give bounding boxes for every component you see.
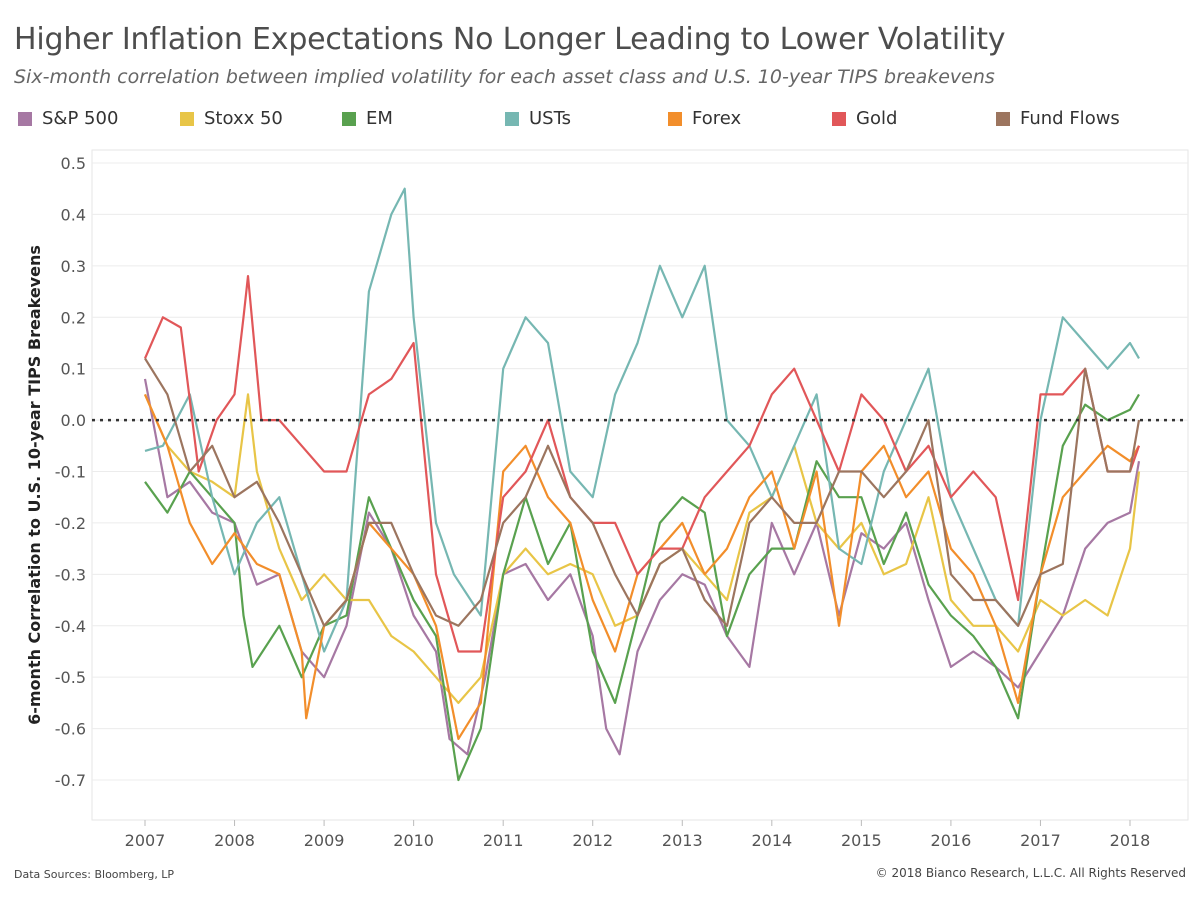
legend-swatch [342, 111, 356, 126]
y-tick-label: -0.6 [55, 720, 86, 739]
x-tick-label: 2017 [1020, 831, 1061, 850]
legend-label: Fund Flows [1020, 108, 1120, 129]
y-tick-label: 0.2 [61, 308, 86, 327]
y-axis-label: 6-month Correlation to U.S. 10-year TIPS… [25, 245, 44, 725]
plot-area [91, 149, 1189, 821]
legend-swatch [505, 111, 519, 126]
legend-swatch [668, 111, 682, 126]
legend-item: Gold [832, 108, 897, 129]
chart-subtitle: Six-month correlation between implied vo… [14, 66, 995, 88]
x-tick-label: 2014 [751, 831, 792, 850]
legend-swatch [996, 111, 1010, 126]
x-tick-label: 2012 [572, 831, 613, 850]
series-line [143, 378, 1141, 756]
x-tick-label: 2015 [841, 831, 882, 850]
chart-title: Higher Inflation Expectations No Longer … [14, 22, 1006, 57]
copyright: © 2018 Bianco Research, L.L.C. All Right… [875, 866, 1186, 880]
legend-item: Forex [668, 108, 741, 129]
y-tick-label: 0.3 [61, 257, 86, 276]
legend-label: Gold [856, 108, 898, 129]
series-line [144, 357, 1141, 627]
x-tick-label: 2007 [125, 831, 166, 850]
legend-label: S&P 500 [42, 108, 119, 129]
y-tick-label: 0.4 [61, 205, 86, 224]
legend-label: EM [366, 108, 393, 129]
legend-item: S&P 500 [18, 108, 118, 129]
x-tick-label: 2013 [662, 831, 703, 850]
legend-label: Forex [692, 108, 742, 129]
legend-item: USTs [505, 108, 571, 129]
x-tick-label: 2008 [214, 831, 255, 850]
legend-label: USTs [529, 108, 571, 129]
legend-label: Stoxx 50 [204, 108, 283, 129]
series-line [144, 187, 1140, 653]
y-tick-label: -0.1 [55, 463, 86, 482]
y-tick-label: -0.3 [55, 565, 86, 584]
y-tick-label: -0.7 [55, 771, 86, 790]
y-tick-label: -0.5 [55, 668, 86, 687]
x-axis: 2007 2008 2009 2010 2011 2012 2013 2014 2015 2016… [125, 820, 1151, 850]
y-tick-label: -0.2 [55, 514, 86, 533]
y-tick-label: 0.1 [61, 360, 86, 379]
legend-swatch [832, 111, 846, 126]
x-tick-label: 2011 [483, 831, 524, 850]
legend-item: Stoxx 50 [180, 108, 283, 129]
y-axis: 0.5 0.4 0.3 0.2 0.1 0.0 -0.1 -0.2 -0.3 -0.4 -0.5 -0… [55, 154, 86, 790]
y-tick-label: 0.5 [61, 154, 86, 173]
y-tick-label: -0.4 [55, 617, 86, 636]
x-tick-label: 2009 [304, 831, 345, 850]
x-tick-label: 2016 [931, 831, 972, 850]
legend-swatch [18, 111, 32, 126]
x-tick-label: 2010 [393, 831, 434, 850]
legend-item: EM [342, 108, 393, 129]
y-tick-label: 0.0 [61, 411, 86, 430]
legend-item: Fund Flows [996, 108, 1120, 129]
legend-swatch [180, 111, 194, 126]
x-tick-label: 2018 [1110, 831, 1151, 850]
data-source: Data Sources: Bloomberg, LP [14, 868, 175, 881]
